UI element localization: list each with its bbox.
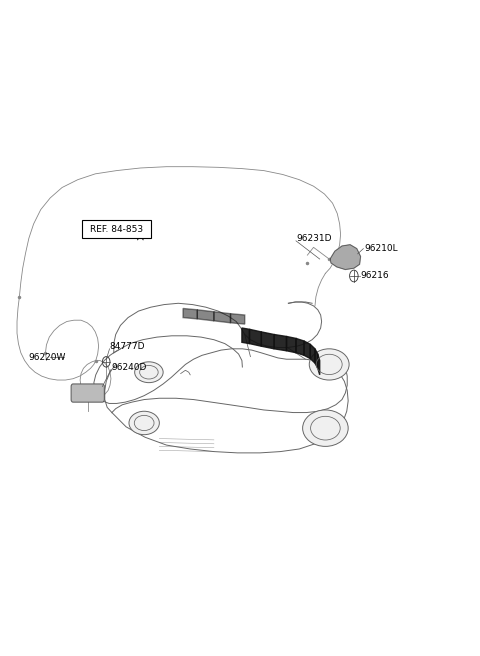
Text: 84777D: 84777D xyxy=(109,342,145,351)
Polygon shape xyxy=(318,354,320,375)
Polygon shape xyxy=(310,344,315,363)
Polygon shape xyxy=(230,314,245,324)
Polygon shape xyxy=(242,328,250,344)
Polygon shape xyxy=(250,329,261,346)
Ellipse shape xyxy=(129,411,159,435)
Text: 96240D: 96240D xyxy=(111,363,146,371)
Text: REF. 84-853: REF. 84-853 xyxy=(90,224,143,234)
Polygon shape xyxy=(261,332,274,349)
Polygon shape xyxy=(315,349,318,368)
Polygon shape xyxy=(330,245,360,270)
Polygon shape xyxy=(274,335,287,351)
Polygon shape xyxy=(214,312,230,323)
Polygon shape xyxy=(296,338,304,356)
Ellipse shape xyxy=(309,349,349,380)
Ellipse shape xyxy=(302,410,348,446)
Polygon shape xyxy=(197,310,214,321)
Polygon shape xyxy=(304,341,310,359)
Polygon shape xyxy=(183,308,197,319)
Ellipse shape xyxy=(135,362,163,382)
Polygon shape xyxy=(287,337,296,353)
Text: 96220W: 96220W xyxy=(29,353,66,361)
FancyBboxPatch shape xyxy=(83,220,151,238)
FancyBboxPatch shape xyxy=(71,384,104,402)
Text: 96210L: 96210L xyxy=(364,244,398,253)
Text: 96216: 96216 xyxy=(360,272,389,281)
Text: 96231D: 96231D xyxy=(296,234,332,243)
